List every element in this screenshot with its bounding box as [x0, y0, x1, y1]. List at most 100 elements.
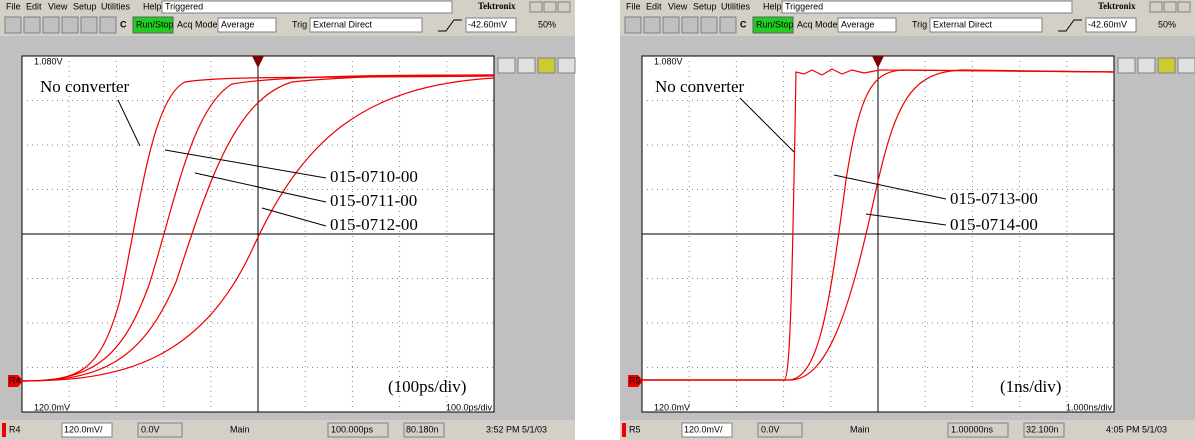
menu-item[interactable]: File [626, 1, 641, 11]
waveform [21, 74, 495, 382]
tool-icon[interactable] [624, 16, 642, 34]
window-button[interactable] [543, 1, 557, 13]
leader-line [739, 97, 795, 153]
leader-line [194, 172, 327, 203]
status-position: 32.100n [1026, 424, 1059, 434]
trigger-status: Triggered [785, 1, 823, 11]
menu-item[interactable]: Edit [646, 1, 662, 11]
time-box[interactable] [947, 422, 1009, 438]
side-icon[interactable] [1117, 57, 1136, 74]
level-box[interactable] [1085, 17, 1137, 33]
acq-select[interactable] [217, 17, 277, 33]
status-ref: R4 [9, 424, 21, 434]
menu-item[interactable]: Edit [26, 1, 42, 11]
tool-icon[interactable] [4, 16, 22, 34]
brand: Tektronix [1098, 1, 1136, 11]
tool-c: C [120, 19, 127, 29]
trig-level: -42.60mV [1088, 19, 1127, 29]
trig-select[interactable] [309, 17, 423, 33]
side-panel [496, 56, 575, 416]
status-volts: 120.0mV/ [64, 424, 103, 434]
side-icon[interactable] [517, 57, 536, 74]
acq-label: Acq Mode [797, 19, 838, 29]
waveform [642, 68, 1115, 381]
leader-line [865, 213, 947, 226]
acq-select[interactable] [837, 17, 897, 33]
trig-level: -42.60mV [468, 19, 507, 29]
acq-value: Average [221, 19, 254, 29]
waveform [642, 69, 1115, 381]
side-icon[interactable] [1157, 57, 1176, 74]
slope-icon [438, 19, 462, 32]
acq-label: Acq Mode [177, 19, 218, 29]
percent: 50% [1158, 19, 1176, 29]
position-box[interactable] [1023, 422, 1065, 438]
status-main: Main [230, 424, 250, 434]
menu-item[interactable]: View [668, 1, 688, 11]
side-icon[interactable] [497, 57, 516, 74]
menu-item[interactable]: Setup [693, 1, 717, 11]
tool-icon[interactable] [61, 16, 79, 34]
leader-line [117, 99, 141, 147]
tool-icon[interactable] [23, 16, 41, 34]
side-icon[interactable] [537, 57, 556, 74]
tool-icon[interactable] [80, 16, 98, 34]
menu-item[interactable]: Utilities [721, 1, 751, 11]
tool-icon[interactable] [643, 16, 661, 34]
status-ref-color [622, 423, 626, 437]
menu-item[interactable]: Setup [73, 1, 97, 11]
menu-item[interactable]: File [6, 1, 21, 11]
bottom-label: 120.0mV [654, 402, 690, 412]
acq-value: Average [841, 19, 874, 29]
status-time: 100.000ps [331, 424, 374, 434]
window-button[interactable] [1149, 1, 1163, 13]
status-offset: 0.0V [761, 424, 780, 434]
tool-icon[interactable] [662, 16, 680, 34]
trigger-marker [872, 56, 884, 68]
window-button[interactable] [1177, 1, 1191, 13]
status-position: 80.180n [406, 424, 439, 434]
side-panel [1116, 56, 1195, 416]
leader-line [833, 174, 947, 200]
trig-select[interactable] [929, 17, 1043, 33]
window-button[interactable] [529, 1, 543, 13]
tool-icon[interactable] [42, 16, 60, 34]
tool-icon[interactable] [681, 16, 699, 34]
window-button[interactable] [557, 1, 571, 13]
trig-label: Trig [912, 19, 927, 29]
offset-box[interactable] [137, 422, 183, 438]
run-button[interactable] [132, 16, 174, 34]
status-time: 1.00000ns [951, 424, 994, 434]
percent: 50% [538, 19, 556, 29]
top-label: 1.080V [34, 56, 63, 66]
waveform [642, 69, 1115, 381]
status-box [781, 0, 1073, 14]
time-box[interactable] [327, 422, 389, 438]
scope-window: File Edit View Setup Utilities Help Triggered T… [620, 0, 1195, 440]
volts-box[interactable] [61, 422, 113, 438]
tool-icon[interactable] [700, 16, 718, 34]
volts-box[interactable] [681, 422, 733, 438]
ref-label: R5 [629, 375, 641, 385]
annotation: 015-0712-00 [330, 215, 418, 234]
run-button[interactable] [752, 16, 794, 34]
level-box[interactable] [465, 17, 517, 33]
window-button[interactable] [1163, 1, 1177, 13]
top-label: 1.080V [654, 56, 683, 66]
menu-item[interactable]: View [48, 1, 68, 11]
trig-value: External Direct [313, 19, 373, 29]
status-volts: 120.0mV/ [684, 424, 723, 434]
side-icon[interactable] [1177, 57, 1195, 74]
menu-item[interactable]: Help [143, 1, 162, 11]
menu-item[interactable]: Utilities [101, 1, 131, 11]
offset-box[interactable] [757, 422, 803, 438]
trigger-status: Triggered [165, 1, 203, 11]
tool-icon[interactable] [719, 16, 737, 34]
tool-icon[interactable] [99, 16, 117, 34]
position-box[interactable] [403, 422, 445, 438]
brand: Tektronix [478, 1, 516, 11]
scale-note: (1ns/div) [1000, 377, 1061, 396]
side-icon[interactable] [557, 57, 576, 74]
menu-item[interactable]: Help [763, 1, 782, 11]
side-icon[interactable] [1137, 57, 1156, 74]
